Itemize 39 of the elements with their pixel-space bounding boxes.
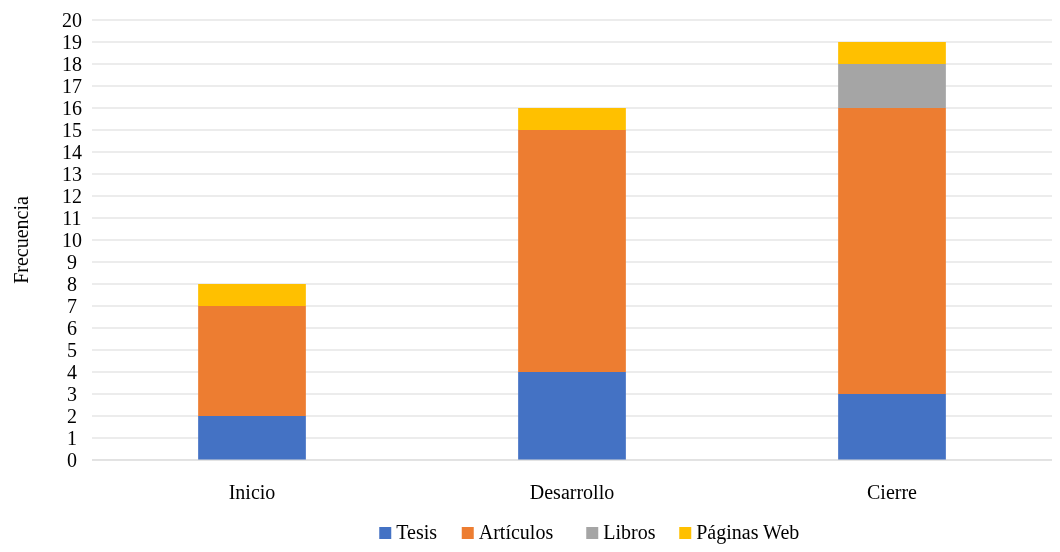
y-tick-label: 3 xyxy=(67,383,77,405)
legend-label: Artículos xyxy=(478,521,554,543)
y-tick-label: 1 xyxy=(67,427,77,449)
x-tick-label: Cierre xyxy=(867,481,918,503)
y-tick-label: 9 xyxy=(67,251,77,273)
y-tick-label: 13 xyxy=(62,163,82,185)
y-tick-label: 11 xyxy=(62,207,82,229)
y-tick-label: 14 xyxy=(62,141,82,163)
y-tick-label: 12 xyxy=(62,185,82,207)
legend-label: Páginas Web xyxy=(696,521,800,544)
y-tick-label: 17 xyxy=(62,75,82,97)
x-tick-label: Inicio xyxy=(228,481,276,503)
bar xyxy=(518,108,626,130)
bar xyxy=(198,284,306,306)
y-tick-label: 15 xyxy=(62,119,82,141)
y-tick-label: 7 xyxy=(67,295,77,317)
bar xyxy=(198,416,306,460)
bar xyxy=(518,372,626,460)
bar xyxy=(838,108,946,394)
y-tick-label: 16 xyxy=(62,97,82,119)
bar xyxy=(198,306,306,416)
legend-label: Libros xyxy=(603,521,656,543)
y-tick-label: 5 xyxy=(67,339,77,361)
legend-label: Tesis xyxy=(396,521,438,543)
bar xyxy=(838,64,946,108)
y-tick-label: 8 xyxy=(67,273,77,295)
y-tick-label: 0 xyxy=(67,449,77,471)
x-tick-label: Desarrollo xyxy=(529,481,615,503)
y-tick-label: 18 xyxy=(62,53,82,75)
bar xyxy=(518,130,626,372)
bar xyxy=(838,394,946,460)
y-axis-title: Frecuencia xyxy=(10,196,32,284)
y-tick-label: 4 xyxy=(67,361,77,383)
bar xyxy=(838,42,946,64)
y-tick-label: 2 xyxy=(67,405,77,427)
y-tick-label: 19 xyxy=(62,31,82,53)
y-tick-label: 20 xyxy=(62,9,82,31)
y-tick-label: 10 xyxy=(62,229,82,251)
y-tick-label: 6 xyxy=(67,317,77,339)
